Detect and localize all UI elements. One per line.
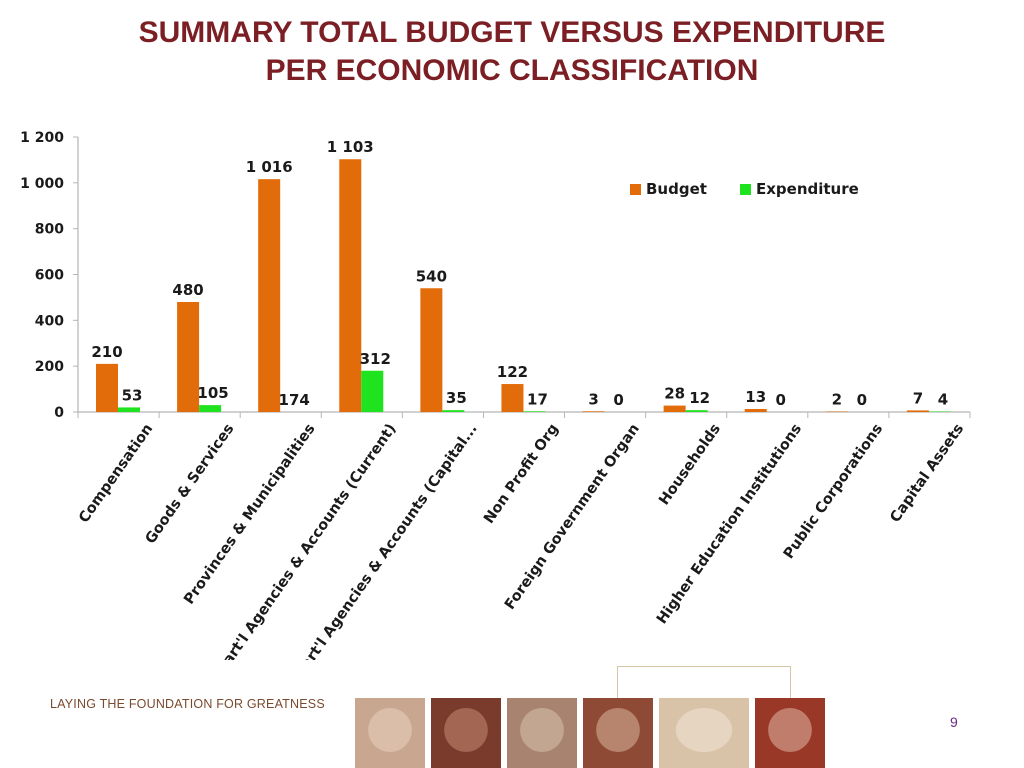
budget-bar (339, 159, 362, 412)
budget-data-label: 1 016 (246, 158, 293, 176)
budget-data-label: 210 (91, 343, 122, 361)
budget-data-label: 3 (588, 390, 598, 408)
expenditure-data-label: 312 (360, 350, 391, 368)
expenditure-bar (361, 370, 384, 412)
y-tick-label: 200 (35, 359, 64, 375)
y-tick-label: 800 (35, 222, 64, 238)
saxophone-player-photo-highlight (768, 708, 812, 752)
expenditure-bar (685, 410, 708, 412)
expenditure-bar (199, 405, 222, 412)
budget-bar (420, 288, 443, 412)
y-tick-label: 400 (35, 313, 64, 329)
budget-data-label: 540 (416, 267, 447, 285)
category-label: Foreign Government Organ (502, 421, 643, 613)
page-number: 9 (950, 714, 958, 730)
category-label: Higher Education Institutions (654, 421, 805, 627)
film-strip-photo-highlight (520, 708, 564, 752)
budget-bar (96, 363, 118, 412)
family-silhouette-photo-highlight (444, 708, 488, 752)
expenditure-bar (118, 407, 140, 412)
budget-data-label: 7 (913, 389, 923, 407)
ballet-shoes-photo (659, 698, 749, 768)
sign-language-photo (355, 698, 425, 768)
saxophone-player-photo (755, 698, 825, 768)
budget-bar (744, 409, 767, 412)
slide-title: SUMMARY TOTAL BUDGET VERSUS EXPENDITURE … (0, 14, 1024, 90)
budget-data-label: 28 (664, 385, 685, 403)
expenditure-data-label: 0 (857, 391, 867, 409)
expenditure-data-label: 12 (689, 389, 710, 407)
slide-title-line-2: PER ECONOMIC CLASSIFICATION (265, 54, 759, 87)
category-label: Capital Assets (887, 421, 967, 526)
expenditure-data-label: 53 (122, 386, 143, 404)
budget-data-label: 2 (832, 391, 842, 409)
budget-bar (501, 384, 524, 412)
film-strip-photo (507, 698, 577, 768)
woven-basket-photo-highlight (596, 708, 640, 752)
legend-budget-swatch (630, 184, 641, 195)
legend-expenditure-label: Expenditure (756, 180, 859, 198)
budget-bar (663, 405, 686, 412)
slide-title-line-1: SUMMARY TOTAL BUDGET VERSUS EXPENDITURE (138, 16, 886, 49)
expenditure-data-label: 105 (197, 384, 228, 402)
expenditure-data-label: 174 (279, 391, 310, 409)
budget-bar (582, 411, 605, 412)
footer-photo-strip (355, 698, 825, 768)
budget-bar (906, 410, 929, 412)
family-silhouette-photo (431, 698, 501, 768)
budget-bar (258, 179, 281, 412)
expenditure-data-label: 35 (446, 389, 467, 407)
y-tick-label: 0 (54, 405, 64, 421)
expenditure-data-label: 0 (613, 391, 623, 409)
category-label: Households (656, 421, 724, 508)
expenditure-data-label: 17 (527, 390, 548, 408)
chart-legend: Budget Expenditure (630, 180, 859, 198)
budget-data-label: 1 103 (327, 138, 374, 156)
expenditure-bar (442, 410, 465, 412)
budget-data-label: 122 (497, 363, 528, 381)
budget-bar (177, 302, 200, 412)
y-tick-label: 1 200 (20, 130, 64, 146)
category-label: Goods & Services (143, 421, 238, 547)
category-label: Compensation (76, 421, 156, 526)
legend-expenditure-swatch (740, 184, 751, 195)
expenditure-data-label: 0 (776, 391, 786, 409)
footer-tagline: LAYING THE FOUNDATION FOR GREATNESS (50, 697, 325, 711)
expenditure-bar (523, 411, 546, 412)
legend-budget-label: Budget (646, 180, 707, 198)
expenditure-data-label: 4 (938, 391, 948, 409)
chart-bars (96, 159, 951, 412)
budget-data-label: 480 (172, 281, 203, 299)
ballet-shoes-photo-highlight (675, 708, 733, 752)
budget-data-label: 13 (745, 388, 766, 406)
y-tick-label: 1 000 (20, 176, 64, 192)
sign-language-photo-highlight (368, 708, 412, 752)
category-label: Non Profit Org (481, 421, 562, 527)
y-tick-label: 600 (35, 268, 64, 284)
category-label: Provinces & Municipalities (181, 421, 318, 607)
woven-basket-photo (583, 698, 653, 768)
